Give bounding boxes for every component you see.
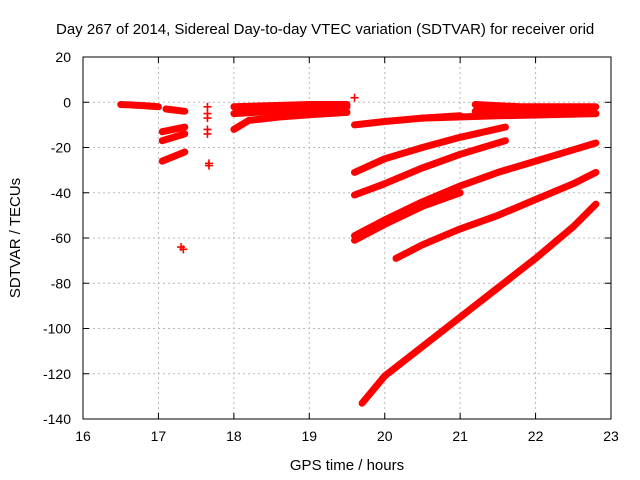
y-tick-label: -120 [43,366,71,382]
y-tick-label: -80 [51,275,71,291]
data-point-marker [350,93,359,102]
series-track-6 [230,108,351,133]
series-track-8 [230,101,351,111]
data-point-marker [179,245,188,254]
chart-title: Day 267 of 2014, Sidereal Day-to-day VTE… [56,21,594,38]
y-tick-label: -140 [43,411,71,427]
x-tick-label: 23 [603,428,619,444]
y-axis-label: SDTVAR / TECUs [7,178,24,298]
isolated-points [177,93,359,254]
data-point-marker [203,102,212,111]
x-tick-label: 20 [377,428,393,444]
series-track-5 [158,148,189,165]
series-track-4 [158,130,189,145]
data-point-marker [203,129,212,138]
plot-frame [82,56,612,420]
data-point-marker [203,114,212,123]
series-track-17 [392,168,600,262]
series-track-16 [351,189,464,244]
x-tick-label: 18 [226,428,242,444]
y-tick-label: -100 [43,321,71,337]
y-tick-label: -60 [51,230,71,246]
series-track-13 [351,123,509,176]
data-point-marker [204,161,213,170]
x-tick-label: 19 [301,428,317,444]
series-track-12 [471,107,600,118]
x-tick-label: 21 [452,428,468,444]
series-track-18 [358,200,600,407]
series-track-3 [158,123,189,136]
x-tick-label: 17 [151,428,167,444]
data-series [117,101,600,407]
x-tick-labels: 16 17 18 19 20 21 22 23 [75,428,619,444]
x-tick-label: 16 [75,428,91,444]
series-track-15 [351,139,600,240]
series-track-1 [117,101,162,111]
y-tick-label: -40 [51,185,71,201]
series-track-2 [162,105,189,115]
series-track-14 [351,137,509,199]
y-tick-label: -20 [51,140,71,156]
x-axis-label: GPS time / hours [290,457,404,474]
x-tick-label: 22 [528,428,544,444]
series-track-11 [471,101,600,111]
y-tick-labels: 20 0 -20 -40 -60 -80 -100 -120 -140 [43,49,71,427]
y-tick-label: 0 [63,94,71,110]
y-tick-label: 20 [55,49,71,65]
